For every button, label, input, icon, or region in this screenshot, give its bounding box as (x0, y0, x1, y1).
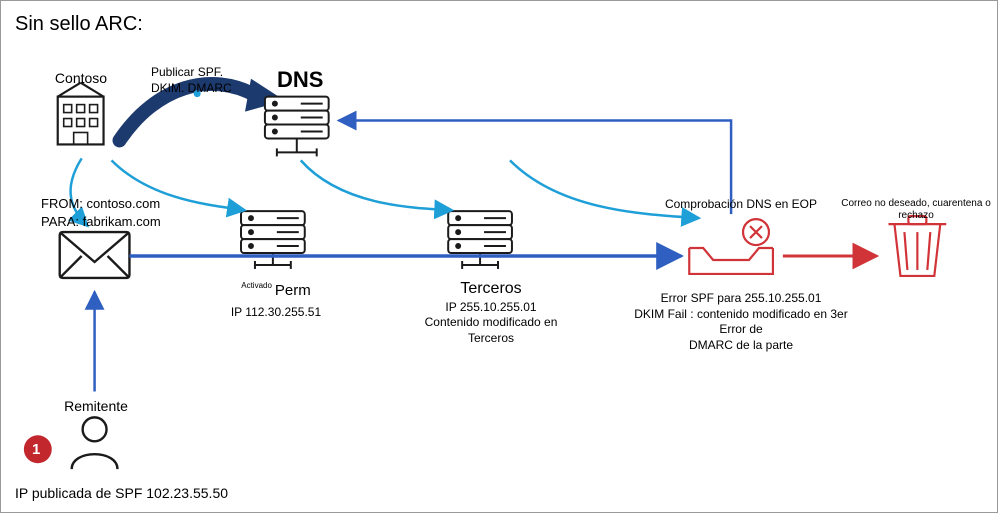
hop1-server-icon (241, 211, 305, 269)
publish-label: Publicar SPF. DKIM. DMARC (151, 65, 261, 96)
eop-l2: DKIM Fail : contenido modificado en 3er (621, 307, 861, 323)
eop-l4: DMARC de la parte (621, 338, 861, 354)
step-number: 1 (32, 441, 40, 458)
hop1-ip: IP 112.30.255.51 (201, 305, 351, 321)
diagram-frame: Sin sello ARC: (0, 0, 998, 513)
dns-label: DNS (277, 67, 323, 93)
inbox-error-icon (689, 219, 773, 274)
hop2-ip: IP 255.10.255.01 (401, 300, 581, 316)
eop-errors: Error SPF para 255.10.255.01 DKIM Fail :… (621, 291, 861, 353)
trash-caption: Correo no deseado, cuarentena o rechazo (831, 198, 998, 222)
contoso-label: Contoso (41, 69, 121, 87)
building-icon (58, 83, 104, 145)
hop2-mod1: Contenido modificado en (401, 315, 581, 331)
eop-l3: Error de (621, 322, 861, 338)
hop1-on: Activado (241, 281, 272, 290)
hop2-name: Terceros (401, 279, 581, 300)
publish-label-line1: Publicar SPF. (151, 65, 261, 81)
dns-server-icon (265, 97, 329, 157)
sender-label: Remitente (51, 397, 141, 415)
trash-icon (888, 216, 946, 276)
hop2-labels: Terceros IP 255.10.255.01 Contenido modi… (401, 279, 581, 347)
msg-headers: FROM: contoso.com PARA: fabrikam.com (41, 195, 161, 230)
person-icon (72, 417, 118, 469)
msg-from: FROM: contoso.com (41, 195, 161, 213)
arc-to-hop2 (301, 160, 452, 210)
hop2-mod2: Terceros (401, 331, 581, 347)
eop-title: Comprobación DNS en EOP (641, 197, 841, 213)
eop-l1: Error SPF para 255.10.255.01 (621, 291, 861, 307)
spf-published-label: IP publicada de SPF 102.23.55.50 (15, 485, 228, 501)
hop2-server-icon (448, 211, 512, 269)
publish-label-line2: DKIM. DMARC (151, 81, 261, 97)
hop1-name: Perm (275, 282, 311, 299)
envelope-icon (60, 232, 130, 278)
hop1-labels: ActivadoPerm IP 112.30.255.51 (201, 281, 351, 320)
msg-to: PARA: fabrikam.com (41, 213, 161, 231)
